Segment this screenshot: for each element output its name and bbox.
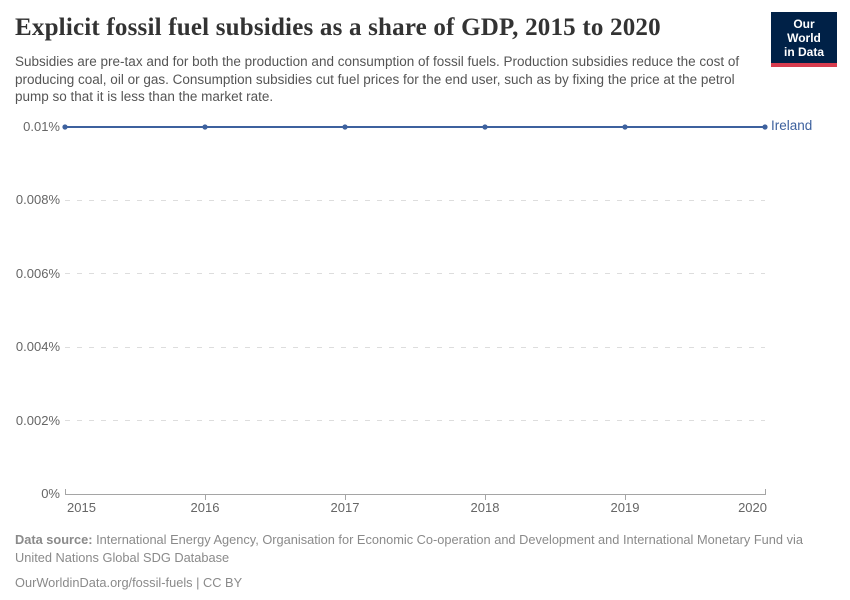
series-label-ireland: Ireland [771,118,813,133]
x-axis-tick [205,495,206,500]
data-source-line: Data source: International Energy Agency… [15,531,825,567]
x-axis-tick-label: 2018 [470,500,500,515]
chart-subtitle: Subsidies are pre-tax and for both the p… [15,54,740,104]
x-axis-tick-label: 2019 [610,500,640,515]
gridline [65,273,765,275]
y-axis-tick-label: 0.004% [15,339,60,355]
owid-logo[interactable]: Our World in Data [771,12,837,67]
gridline [65,199,765,201]
attribution-line: OurWorldinData.org/fossil-fuels | CC BY [15,575,243,590]
x-axis-tick [625,495,626,500]
data-source-label: Data source: [15,532,93,547]
x-axis-tick [345,495,346,500]
x-axis-tick-label: 2016 [190,500,220,515]
x-axis-line [65,494,766,495]
y-axis-tick-label: 0.002% [15,412,60,428]
x-axis-tick [65,489,66,494]
y-axis-tick-label: 0% [41,486,60,501]
x-axis-tick [485,495,486,500]
gridline [65,126,765,128]
x-axis-tick-label: 2017 [330,500,360,515]
y-axis-tick-label: 0.008% [15,192,60,208]
gridline [65,420,765,422]
data-source-text: International Energy Agency, Organisatio… [15,532,803,565]
y-axis-tick-label: 0.01% [23,119,60,134]
owid-logo-text: Our World in Data [771,12,837,63]
chart-title: Explicit fossil fuel subsidies as a shar… [15,14,661,41]
x-axis-tick-label: 2020 [738,500,767,515]
gridline [65,346,765,348]
chart-footer: Data source: International Energy Agency… [15,531,825,592]
x-axis-tick-label: 2015 [67,500,96,515]
y-axis-tick-label: 0.006% [15,265,60,281]
x-axis-tick [765,489,766,494]
owid-logo-red-bar [771,63,837,67]
